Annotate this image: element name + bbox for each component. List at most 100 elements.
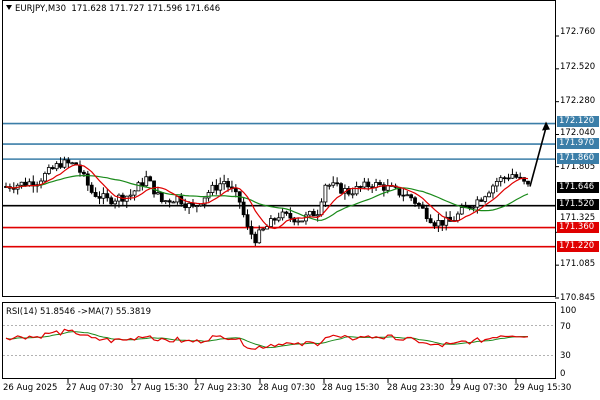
candle-body — [494, 181, 499, 187]
candle-body — [311, 210, 316, 217]
candle-body — [323, 184, 328, 203]
candle-body — [89, 184, 94, 193]
candle-body — [210, 184, 215, 193]
candle-body — [424, 207, 429, 220]
candle-body — [253, 233, 258, 244]
candle-body — [62, 159, 67, 168]
candle-body — [420, 204, 425, 209]
price-tick: 172.040 — [560, 128, 596, 138]
rsi-tick: 0 — [560, 369, 566, 379]
candle-body — [198, 203, 203, 207]
candle-body — [440, 220, 445, 226]
candle-body — [136, 182, 141, 192]
symbol-timeframe[interactable]: EURJPY,M30 — [15, 4, 66, 14]
candle-body — [307, 210, 312, 216]
candle-body — [526, 180, 530, 185]
candle-body — [358, 186, 363, 188]
forecast-arrow-line — [529, 127, 547, 187]
candle-body — [257, 229, 262, 244]
level-badge-171860: 171.860 — [557, 153, 599, 164]
candle-body — [417, 202, 421, 206]
price-tick: 172.280 — [560, 96, 596, 106]
candle-body — [506, 177, 511, 180]
candle-body — [46, 167, 51, 174]
candle-body — [214, 184, 219, 191]
price-tick: 171.085 — [560, 259, 596, 269]
level-badge-171220: 171.220 — [557, 241, 599, 252]
candle-body — [510, 174, 515, 179]
candle-body — [366, 181, 371, 188]
rsi-label: RSI(14) 51.8546 ->MA(7) 55.3819 — [6, 307, 152, 317]
time-label: 28 Aug 07:30 — [258, 383, 316, 393]
candle-body — [315, 214, 320, 217]
rsi-line — [5, 328, 529, 350]
candle-body — [405, 194, 410, 197]
candle-body — [109, 197, 114, 205]
candle-body — [101, 193, 106, 199]
time-label: 27 Aug 07:30 — [66, 383, 124, 393]
candle-body — [156, 192, 160, 195]
time-label: 27 Aug 23:30 — [194, 383, 252, 393]
candle-body — [159, 192, 164, 203]
candle-body — [280, 211, 285, 219]
candle-body — [487, 192, 491, 198]
candle-body — [202, 197, 207, 205]
candle-body — [85, 173, 90, 186]
ma-fast-line — [5, 164, 529, 230]
price-tick: 171.325 — [560, 213, 596, 223]
candle-body — [167, 200, 172, 203]
candle-body — [58, 163, 63, 168]
level-badge-171970: 171.970 — [557, 138, 599, 149]
candle-body — [128, 194, 133, 197]
candle-body — [428, 218, 433, 224]
level-badge-172120: 172.120 — [557, 116, 599, 127]
candle-body — [413, 197, 417, 204]
time-label: 28 Aug 23:30 — [387, 383, 445, 393]
candle-body — [300, 220, 304, 223]
level-badge-171520: 171.520 — [557, 199, 599, 210]
candle-body — [148, 176, 153, 182]
candle-body — [82, 171, 86, 175]
candle-body — [191, 202, 195, 207]
chart-header: EURJPY,M30 171.628 171.727 171.596 171.6… — [6, 4, 220, 14]
dropdown-arrow-icon[interactable] — [6, 5, 12, 10]
candle-body — [218, 183, 223, 191]
candle-body — [502, 177, 507, 180]
time-label: 28 Aug 15:30 — [322, 383, 380, 393]
price-tick: 171.805 — [560, 162, 596, 172]
candle-body — [78, 164, 82, 173]
candle-body — [97, 196, 102, 199]
price-tick: 170.845 — [560, 293, 596, 303]
candle-body — [268, 218, 273, 227]
price-tick: 172.520 — [560, 62, 596, 72]
candle-body — [54, 163, 59, 170]
rsi-panel-frame — [2, 302, 556, 379]
candle-body — [226, 181, 230, 188]
candle-body — [171, 201, 176, 204]
candle-body — [479, 199, 484, 202]
candle-body — [183, 203, 188, 209]
time-label: 27 Aug 15:30 — [131, 383, 189, 393]
candle-body — [284, 211, 289, 214]
candle-body — [483, 196, 488, 202]
ma-slow-line — [5, 175, 529, 221]
current-price-badge: 171.646 — [557, 182, 599, 193]
candle-body — [350, 193, 355, 196]
candle-body — [93, 192, 98, 197]
time-label: 26 Aug 2025 — [3, 383, 58, 393]
candle-body — [249, 226, 254, 235]
price-tick: 172.760 — [560, 27, 596, 37]
rsi-ma-line — [5, 331, 529, 349]
candle-body — [245, 214, 250, 227]
rsi-tick: 100 — [560, 306, 577, 316]
candle-body — [288, 213, 293, 219]
candle-body — [401, 194, 406, 197]
rsi-tick: 30 — [560, 351, 571, 361]
candle-body — [50, 167, 55, 170]
main-chart-frame — [2, 0, 556, 297]
candle-body — [105, 193, 110, 199]
candle-body — [335, 182, 340, 185]
candle-body — [233, 188, 238, 193]
candle-body — [43, 173, 47, 182]
